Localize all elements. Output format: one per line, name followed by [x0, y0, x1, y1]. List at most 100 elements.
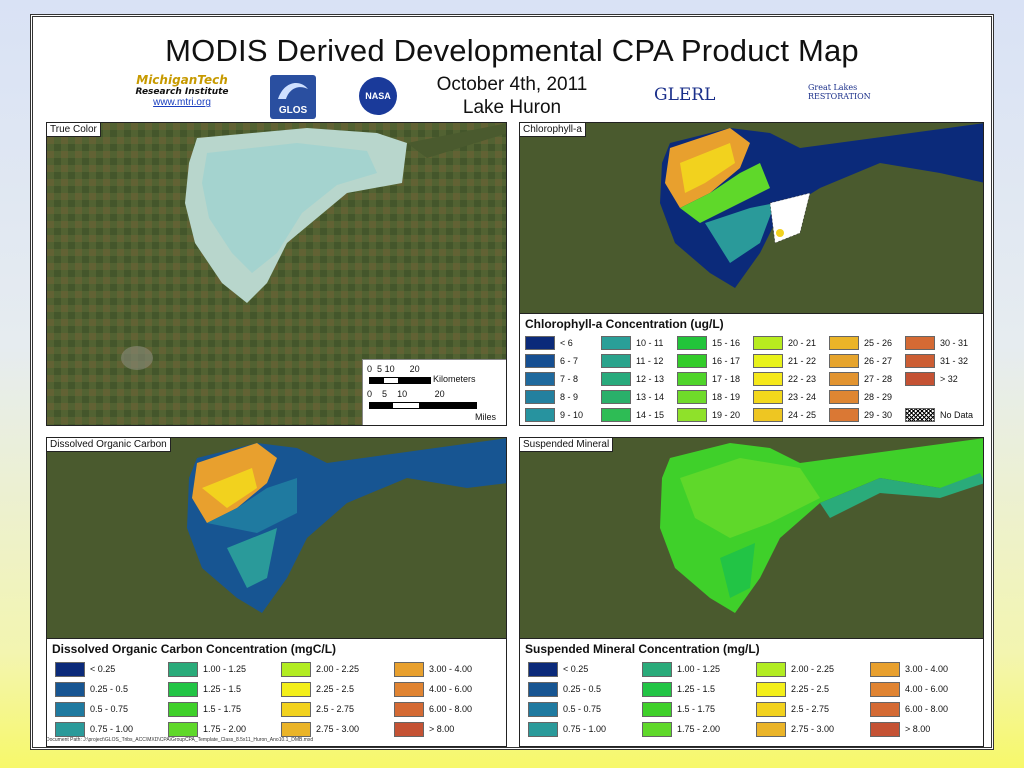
legend-item: 7 - 8 — [525, 370, 601, 388]
legend-swatch — [394, 721, 424, 737]
legend-swatch — [677, 372, 707, 386]
legend-label: > 32 — [940, 374, 958, 384]
suspended-label: Suspended Mineral — [520, 438, 614, 452]
legend-label: 3.00 - 4.00 — [429, 664, 473, 674]
legend-swatch — [756, 661, 786, 677]
legend-swatch — [756, 681, 786, 697]
legend-label: 2.00 - 2.25 — [316, 664, 360, 674]
legend-label: 4.00 - 6.00 — [905, 684, 949, 694]
legend-label: 6.00 - 8.00 — [905, 704, 949, 714]
legend-label: 1.00 - 1.25 — [203, 664, 247, 674]
legend-swatch — [601, 354, 631, 368]
suspended-legend-grid: < 0.25 0.25 - 0.5 0.5 - 0.75 0.75 - 1.00 1.0… — [528, 659, 983, 739]
chlorophyll-legend: Chlorophyll-a Concentration (ug/L) < 6 6 … — [520, 313, 983, 425]
legend-swatch — [55, 661, 85, 677]
legend-label: 16 - 17 — [712, 356, 741, 366]
legend-swatch — [642, 721, 672, 737]
legend-item: 6.00 - 8.00 — [870, 699, 983, 719]
doc-panel: Dissolved Organic Carbon Dissolved Organ… — [46, 437, 507, 747]
legend-item: 14 - 15 — [601, 406, 677, 424]
legend-item: 13 - 14 — [601, 388, 677, 406]
great-lakes-restoration-logo: Great Lakes RESTORATION — [808, 83, 871, 101]
legend-label: 20 - 21 — [788, 338, 817, 348]
legend-item: > 8.00 — [870, 719, 983, 739]
legend-label: 10 - 11 — [636, 338, 664, 348]
legend-item: 3.00 - 4.00 — [394, 659, 506, 679]
legend-item: 23 - 24 — [753, 388, 829, 406]
km-bar — [369, 377, 431, 384]
mtu-url-link[interactable]: www.mtri.org — [153, 97, 211, 108]
legend-label: 26 - 27 — [864, 356, 893, 366]
legend-label: < 0.25 — [90, 664, 116, 674]
legend-label: 0.75 - 1.00 — [563, 724, 607, 734]
lake-subtitle: Lake Huron — [462, 97, 562, 118]
legend-item: 1.00 - 1.25 — [642, 659, 756, 679]
legend-swatch — [601, 372, 631, 386]
legend-label: 1.00 - 1.25 — [677, 664, 721, 674]
legend-swatch — [829, 336, 859, 350]
legend-item: 1.75 - 2.00 — [642, 719, 756, 739]
legend-item: 0.5 - 0.75 — [528, 699, 642, 719]
legend-item: 12 - 13 — [601, 370, 677, 388]
legend-swatch — [753, 390, 783, 404]
legend-label: 18 - 19 — [712, 392, 741, 402]
legend-label: 15 - 16 — [712, 338, 741, 348]
legend-label: 22 - 23 — [788, 374, 817, 384]
legend-item: 10 - 11 — [601, 334, 677, 352]
legend-item: 9 - 10 — [525, 406, 601, 424]
legend-swatch — [905, 408, 935, 422]
legend-swatch — [642, 701, 672, 717]
legend-item: < 6 — [525, 334, 601, 352]
legend-swatch — [55, 681, 85, 697]
legend-swatch — [525, 408, 555, 422]
doc-label: Dissolved Organic Carbon — [47, 438, 171, 452]
legend-swatch — [528, 701, 558, 717]
legend-item: No Data — [905, 406, 981, 424]
legend-item: 2.75 - 3.00 — [281, 719, 394, 739]
michigan-tech-logo: MichiganTech Research Institute www.mtri… — [127, 73, 237, 108]
legend-label: 1.75 - 2.00 — [677, 724, 721, 734]
legend-swatch — [601, 408, 631, 422]
legend-label: 17 - 18 — [712, 374, 741, 384]
legend-label: 2.5 - 2.75 — [316, 704, 355, 714]
legend-item: 2.25 - 2.5 — [756, 679, 870, 699]
legend-item: 2.00 - 2.25 — [281, 659, 394, 679]
legend-label: 2.5 - 2.75 — [791, 704, 830, 714]
legend-item: 0.25 - 0.5 — [528, 679, 642, 699]
legend-label: 3.00 - 4.00 — [905, 664, 949, 674]
legend-item: 26 - 27 — [829, 352, 905, 370]
legend-item: > 8.00 — [394, 719, 506, 739]
legend-item: 11 - 12 — [601, 352, 677, 370]
chlorophyll-panel: Chlorophyll-a Chlorophyll-a Concentratio… — [519, 122, 984, 426]
legend-label: 7 - 8 — [560, 374, 579, 384]
legend-swatch — [905, 336, 935, 350]
legend-label: 14 - 15 — [636, 410, 665, 420]
legend-item: 1.25 - 1.5 — [168, 679, 281, 699]
legend-item: 1.5 - 1.75 — [168, 699, 281, 719]
legend-swatch — [870, 721, 900, 737]
legend-item: 4.00 - 6.00 — [870, 679, 983, 699]
legend-swatch — [870, 661, 900, 677]
legend-label: 23 - 24 — [788, 392, 817, 402]
legend-swatch — [55, 701, 85, 717]
legend-swatch — [601, 390, 631, 404]
legend-item: 27 - 28 — [829, 370, 905, 388]
legend-item: 3.00 - 4.00 — [870, 659, 983, 679]
legend-swatch — [168, 701, 198, 717]
legend-label: 1.75 - 2.00 — [203, 724, 247, 734]
legend-label: 9 - 10 — [560, 410, 584, 420]
legend-label: 2.75 - 3.00 — [316, 724, 360, 734]
legend-label: 13 - 14 — [636, 392, 665, 402]
legend-label: 4.00 - 6.00 — [429, 684, 473, 694]
legend-item: 15 - 16 — [677, 334, 753, 352]
legend-swatch — [756, 701, 786, 717]
legend-label: 2.25 - 2.5 — [791, 684, 830, 694]
legend-label: 2.75 - 3.00 — [791, 724, 835, 734]
legend-swatch — [905, 354, 935, 368]
legend-swatch — [677, 354, 707, 368]
legend-swatch — [829, 390, 859, 404]
legend-swatch — [829, 408, 859, 422]
legend-label: 0.25 - 0.5 — [90, 684, 129, 694]
legend-item: 18 - 19 — [677, 388, 753, 406]
legend-label: 30 - 31 — [940, 338, 969, 348]
